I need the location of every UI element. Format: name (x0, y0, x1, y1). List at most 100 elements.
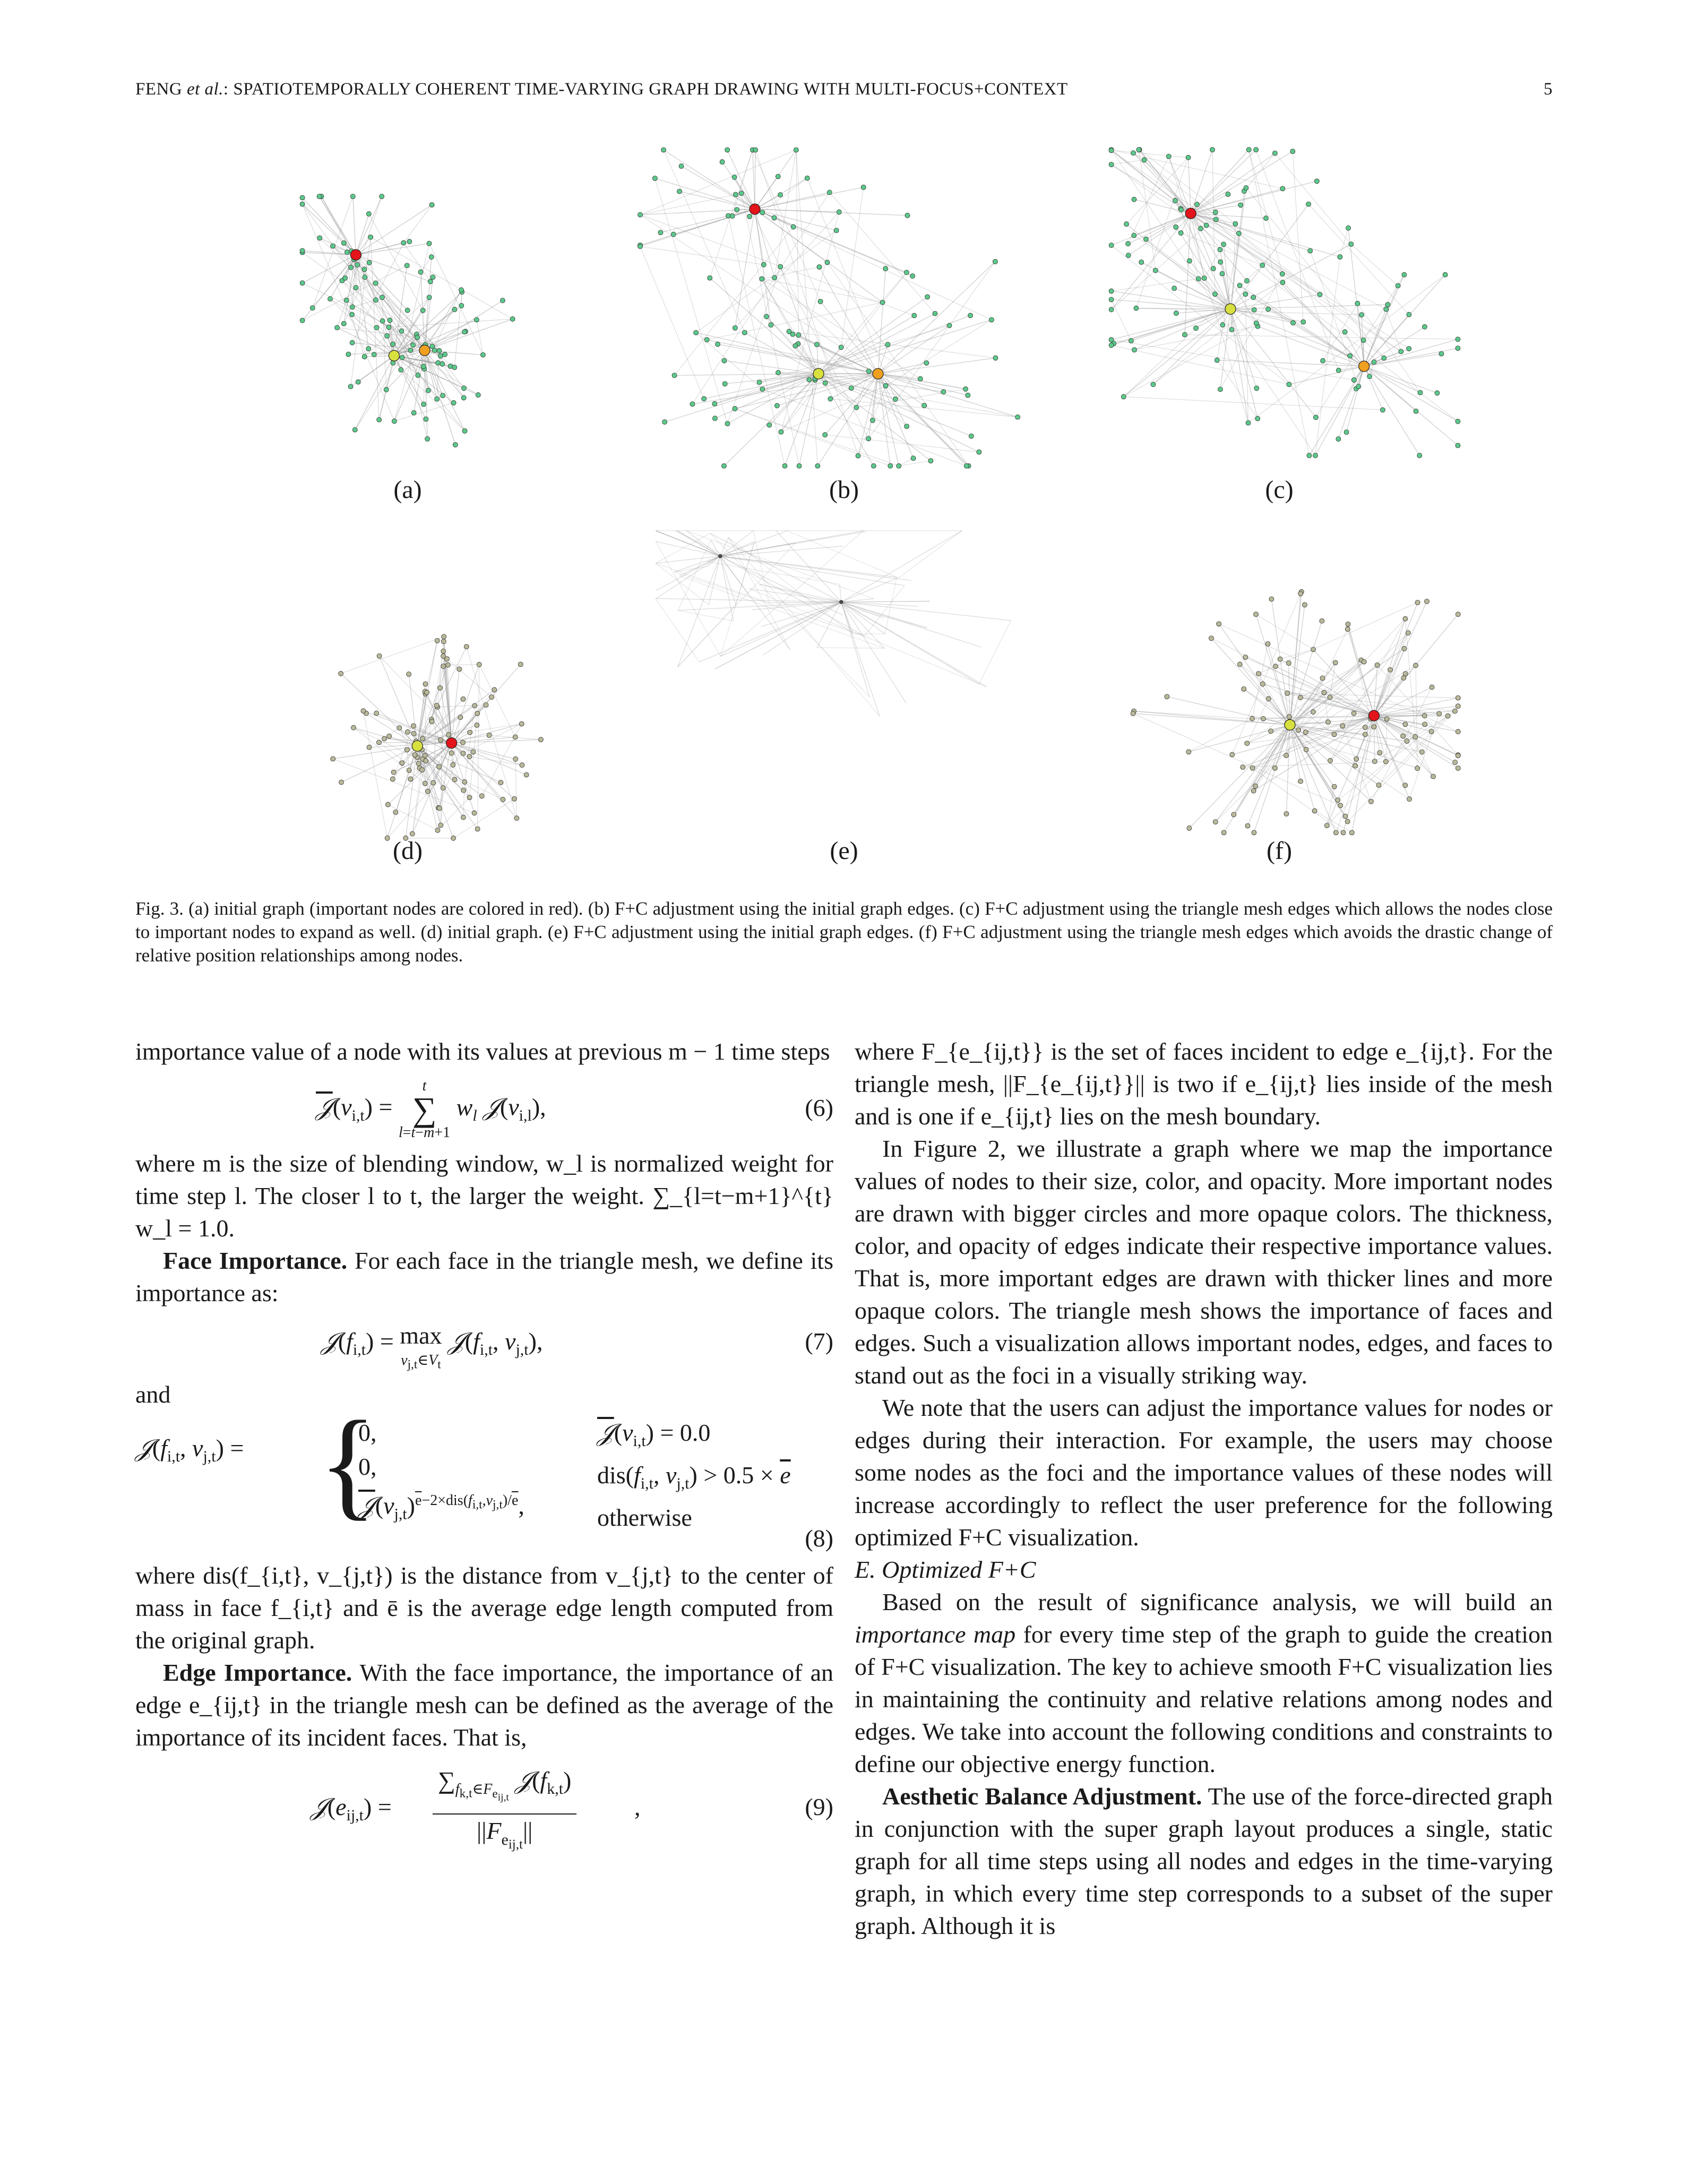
graph-c-edge (1191, 180, 1317, 214)
graph-b-edge (818, 315, 915, 374)
graph-b-edge (798, 373, 819, 466)
graph-c-edge (1127, 213, 1191, 244)
graph-a-edge (403, 204, 433, 243)
graph-e-edge (720, 546, 843, 557)
graph-d-node (360, 708, 366, 713)
graph-b-edge (798, 334, 879, 374)
graph-c-node (1225, 191, 1231, 197)
graph-c-node (1236, 230, 1242, 236)
graph-d-edge (432, 666, 444, 722)
graph-c-node (1279, 271, 1285, 277)
graph-b-node (968, 313, 973, 319)
graph-c-node (1210, 266, 1216, 271)
graph-d-edge (451, 723, 522, 744)
graph-e-edge (655, 530, 721, 557)
graph-b-node (786, 329, 792, 334)
graph-c-node (1439, 351, 1444, 357)
graph-c-edge (1126, 157, 1189, 225)
graph-c-edge (1274, 153, 1351, 245)
graph-b-edge (640, 209, 755, 246)
graph-f-node (1285, 690, 1290, 696)
graph-c-node (1214, 357, 1220, 363)
graph-f-node (1429, 684, 1435, 690)
graph-c-edge (1111, 149, 1283, 189)
graph-f-edge (1373, 715, 1386, 762)
graph-f-node (1273, 664, 1279, 669)
graph-d-node (476, 661, 482, 667)
graph-c-node (1422, 324, 1427, 330)
graph-f-node (1251, 830, 1257, 836)
graph-b-edge (818, 373, 972, 437)
graph-f-edge (1373, 715, 1406, 786)
graph-c-edge (1131, 308, 1231, 341)
graph-b-node (816, 264, 822, 270)
graph-b-edge (761, 278, 921, 380)
graph-e-edge (735, 541, 755, 605)
graph-d-node (423, 758, 429, 764)
graph-b-node (778, 264, 783, 270)
graph-a-node (423, 416, 429, 422)
graph-a-node (299, 317, 305, 323)
graph-b-edge (877, 373, 968, 396)
graph-b-edge (735, 408, 891, 467)
graph-a-node (399, 328, 404, 334)
graph-e-edge (720, 555, 905, 586)
graph-b-edge (754, 209, 907, 273)
graph-f-nodes (1130, 589, 1461, 836)
graph-c-edge (1364, 314, 1409, 367)
graph-a-edge (345, 278, 425, 369)
graph-b-edge (754, 209, 775, 278)
graph-c-edge (1248, 149, 1310, 456)
graph-d-edge (392, 745, 418, 779)
graph-b-node (822, 432, 828, 437)
graph-f-edge (1287, 693, 1458, 699)
graph-d-node (430, 780, 436, 786)
graph-d-node (450, 762, 456, 768)
graph-f-edge (1243, 761, 1386, 768)
graph-c-edge (1216, 219, 1386, 309)
graph-e-edge (728, 537, 854, 634)
graph-c-node (1136, 147, 1142, 152)
graph-b-edge (778, 372, 1018, 418)
graph-e-edge (978, 620, 1012, 684)
graph-d-node (420, 736, 426, 742)
graph-c-edge (1315, 274, 1405, 418)
graph-a-edge (370, 237, 513, 320)
graph-d-edge (466, 646, 517, 819)
graph-a-node (373, 297, 378, 303)
graph-a-edge (424, 300, 503, 351)
graph-e-edge (841, 601, 919, 607)
graph-c-edge (1220, 262, 1231, 309)
graph-f-node (1209, 635, 1214, 641)
graph-f-node (1321, 690, 1327, 695)
graph-f-edge (1286, 725, 1290, 814)
graph-f-node (1413, 734, 1418, 740)
graph-b-edge (735, 212, 840, 329)
graph-e-edge (841, 601, 870, 698)
graph-b (638, 147, 1021, 469)
graph-c-edge (1364, 353, 1442, 367)
graph-b-node (761, 262, 767, 268)
graph-c-node (1348, 242, 1354, 247)
right-paragraph-4: Based on the result of significance anal… (855, 1586, 1553, 1780)
face-importance-text: For each face in the triangle mesh, we d… (135, 1247, 833, 1306)
aesthetic-heading: Aesthetic Balance Adjustment. (882, 1783, 1202, 1810)
graph-a-edge (424, 256, 432, 351)
graph-a-node (432, 348, 437, 353)
graph-c-node (1213, 217, 1219, 222)
graph-f-edge (1371, 687, 1433, 802)
graph-e-edge (686, 530, 721, 557)
graph-a-node (366, 346, 372, 351)
graph-a-edge (302, 252, 417, 335)
graph-a-edge (352, 243, 404, 343)
graph-d-node (441, 653, 446, 659)
graph-c-edge (1364, 366, 1458, 446)
graph-d-hub-node (446, 737, 458, 749)
graph-a-edge (375, 283, 440, 351)
graph-a-node (426, 388, 431, 393)
graph-d-edge (469, 756, 522, 766)
graph-f-node (1338, 803, 1343, 809)
graph-c-node (1254, 385, 1260, 391)
graph-f-edge (1347, 624, 1375, 716)
graph-b-node (992, 259, 998, 264)
